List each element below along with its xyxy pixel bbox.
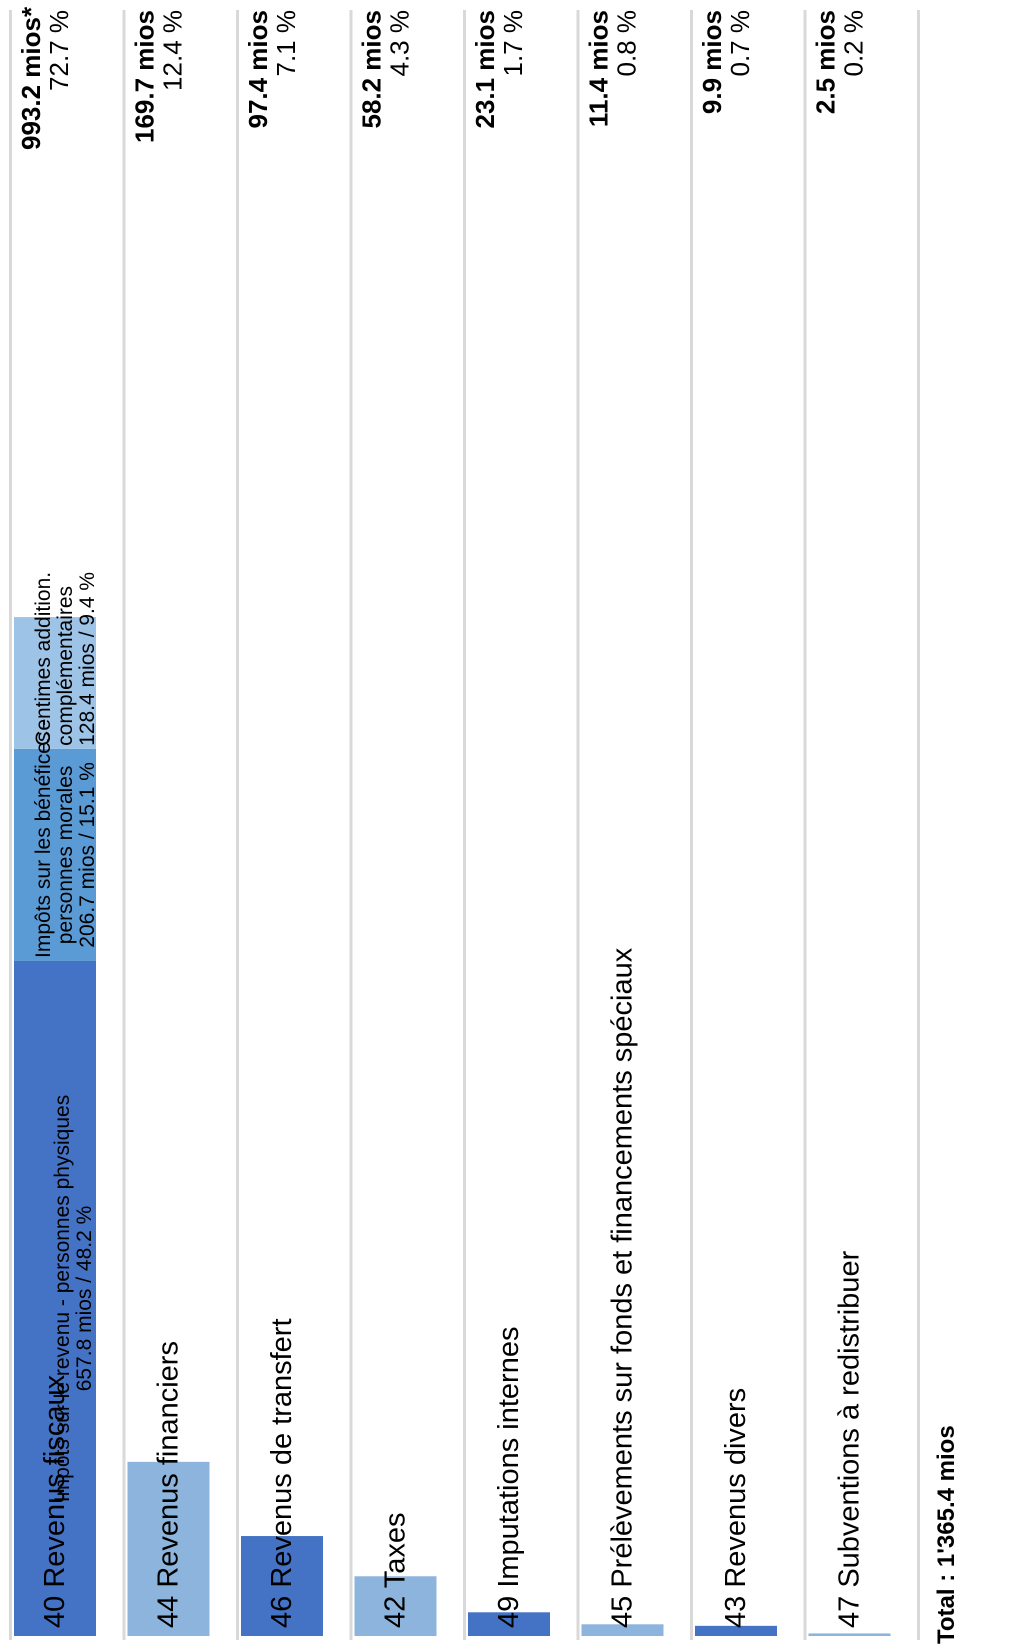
bar-47 [808,1633,891,1636]
gridline [690,10,693,1640]
percent-label: 0.7 % [725,10,755,77]
percent-label: 72.7 % [44,10,74,91]
segment-label: Impôts sur les bénéfices - personnes mora… [32,718,99,958]
value-label: 11.4 mios [583,10,614,128]
value-label: 169.7 mios [129,10,160,143]
gridline [236,10,239,1640]
value-label: 97.4 mios [243,10,273,129]
value-label: 9.9 mios [697,10,727,115]
percent-label: 0.2 % [838,10,869,77]
category-label: 47 Subventions à redistribuer [833,1250,866,1628]
percent-label: 0.8 % [611,10,642,77]
percent-label: 4.3 % [384,10,415,77]
bar-42 [354,1576,437,1636]
gridline [463,10,466,1640]
percent-label: 7.1 % [271,10,301,77]
bar-45 [581,1624,664,1636]
value-label: 23.1 mios [470,10,500,129]
bar-segment-2 [14,748,96,961]
category-label: 45 Prélèvements sur fonds et financement… [606,947,639,1628]
category-label: 46 Revenus de transfert [266,1318,298,1628]
bar-44 [127,1461,210,1636]
category-label: 44 Revenus financiers [152,1341,185,1628]
gridline [9,10,12,1640]
category-label: 43 Revenus divers [720,1387,752,1628]
segment-label: Impôts sur le revenu - personnes physiqu… [51,1094,96,1503]
value-label: 993.2 mios* [16,6,46,150]
bar-49 [468,1612,550,1636]
gridline [349,10,353,1640]
percent-label: 1.7 % [498,10,528,77]
segment-label: Centimes addition. complémentaires 128.4 m… [32,571,99,746]
total-label: Total : 1'365.4 mios [933,1425,960,1644]
bar-segment-3 [14,617,96,749]
bar-43 [695,1625,777,1636]
gridline [576,10,580,1640]
category-label: 42 Taxes [379,1512,412,1628]
gridline [122,10,126,1640]
value-label: 2.5 mios [810,10,841,115]
value-label: 58.2 mios [356,10,387,129]
bar-46 [241,1536,323,1636]
gridline [803,10,807,1640]
bar-segment-1 [14,960,96,1636]
category-label: 49 Imputations internes [493,1326,525,1628]
percent-label: 12.4 % [157,10,188,91]
gridline [917,10,920,1640]
